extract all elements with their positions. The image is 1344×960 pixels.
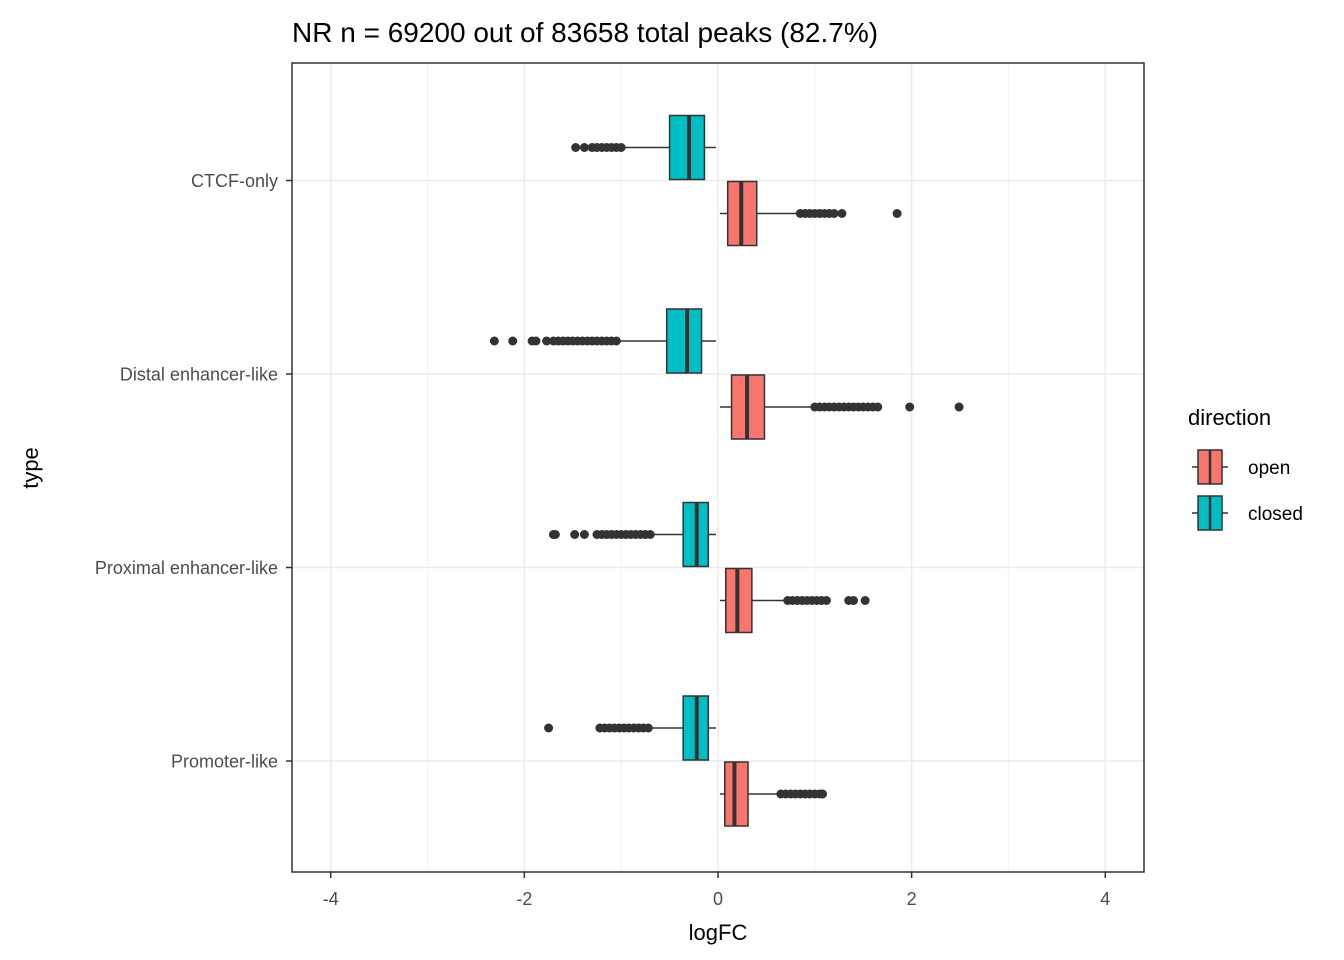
y-tick-label: Distal enhancer-like <box>120 365 278 385</box>
outlier-point <box>489 336 499 346</box>
x-tick-label: 0 <box>713 889 723 909</box>
y-tick-label: Proximal enhancer-like <box>95 558 278 578</box>
box-closed-proximal-enhancer-like <box>548 501 717 568</box>
outlier-point <box>829 209 839 218</box>
y-tick-label: CTCF-only <box>191 171 278 191</box>
outlier-point <box>592 530 602 539</box>
outlier-point <box>595 723 605 733</box>
legend-label: open <box>1248 458 1290 479</box>
x-tick-label: -4 <box>323 889 339 909</box>
outlier-point <box>905 402 915 412</box>
outlier-point <box>849 596 859 605</box>
outlier-point <box>548 336 558 346</box>
legend: direction open closed <box>1188 405 1303 531</box>
box-closed-distal-enhancer-like <box>489 308 717 374</box>
outlier-point <box>892 209 902 218</box>
legend-item-open: open <box>1192 449 1290 485</box>
legend-title: direction <box>1188 405 1271 430</box>
outlier-point <box>873 402 883 412</box>
outlier-point <box>570 530 580 539</box>
x-tick-label: -2 <box>516 889 532 909</box>
outlier-point <box>544 723 554 733</box>
outlier-point <box>587 143 597 152</box>
x-tick-label: 4 <box>1100 889 1110 909</box>
plot-panel: CTCF-only Distal enhancer-like Proximal en… <box>95 62 1145 909</box>
outlier-point <box>527 336 537 346</box>
outlier-point <box>548 530 558 539</box>
outlier-point <box>818 789 828 799</box>
outlier-point <box>579 530 589 539</box>
box-open-distal-enhancer-like <box>719 374 964 440</box>
outlier-point <box>508 336 518 346</box>
outlier-point <box>542 336 552 346</box>
outlier-point <box>579 143 589 152</box>
outlier-point <box>954 402 964 412</box>
box-open-proximal-enhancer-like <box>719 567 870 634</box>
y-tick-label: Promoter-like <box>171 752 278 772</box>
outlier-point <box>821 596 831 605</box>
legend-item-closed: closed <box>1192 495 1303 531</box>
outlier-point <box>837 209 847 218</box>
x-tick-label: 2 <box>907 889 917 909</box>
box-closed-promoter-like <box>544 695 717 761</box>
box-closed-ctcf-only <box>571 114 717 181</box>
outlier-point <box>571 143 581 152</box>
legend-label: closed <box>1248 504 1303 525</box>
box-open-ctcf-only <box>719 180 902 247</box>
box-open-promoter-like <box>719 761 828 827</box>
chart-title: NR n = 69200 out of 83658 total peaks (8… <box>292 17 878 48</box>
y-axis-title: type <box>18 447 43 489</box>
x-axis-title: logFC <box>689 920 748 945</box>
outlier-point <box>860 596 870 605</box>
iqr-box <box>665 308 703 374</box>
